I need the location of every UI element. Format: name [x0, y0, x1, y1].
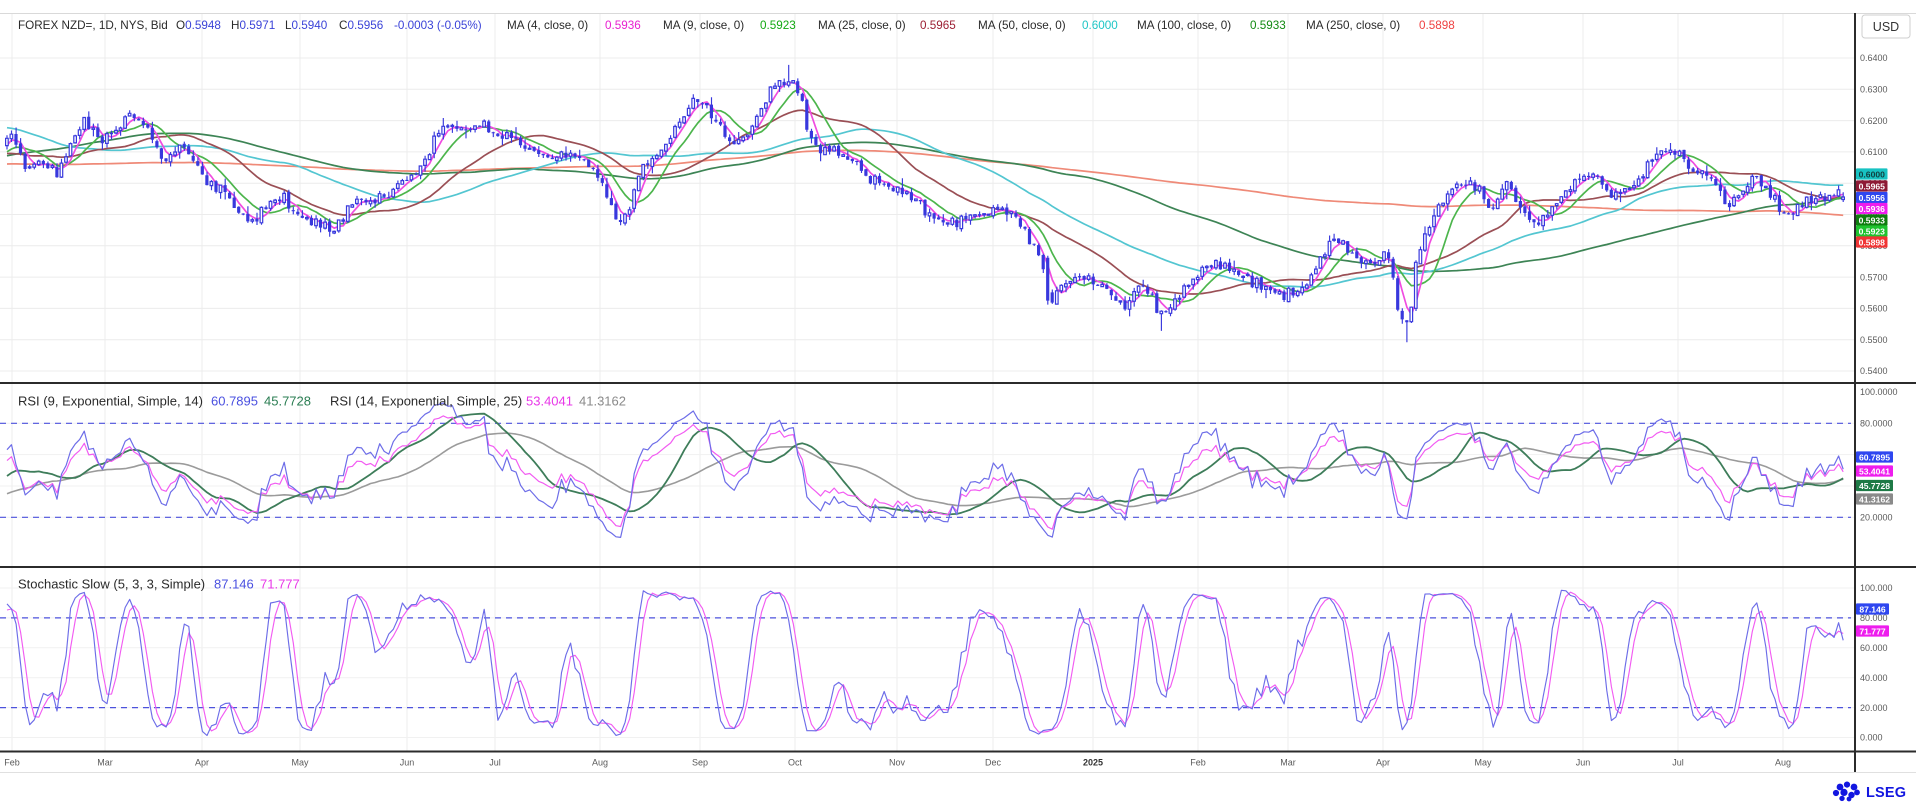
- svg-text:0.5500: 0.5500: [1860, 335, 1888, 345]
- svg-text:80.0000: 80.0000: [1860, 419, 1893, 429]
- svg-text:71.777: 71.777: [1859, 626, 1886, 636]
- svg-text:100.000: 100.000: [1860, 583, 1893, 593]
- svg-text:Feb: Feb: [1190, 758, 1206, 768]
- svg-text:87.146: 87.146: [1859, 604, 1886, 614]
- svg-text:0.5923: 0.5923: [1859, 226, 1886, 236]
- svg-text:L0.5940: L0.5940: [285, 19, 328, 32]
- svg-text:0.6300: 0.6300: [1860, 85, 1888, 95]
- svg-text:71.777: 71.777: [260, 577, 300, 592]
- svg-text:0.5965: 0.5965: [1859, 181, 1886, 191]
- svg-text:C0.5956: C0.5956: [339, 19, 383, 32]
- svg-text:RSI (14, Exponential, Simple,: RSI (14, Exponential, Simple, 25): [330, 394, 522, 409]
- svg-text:0.6400: 0.6400: [1860, 53, 1888, 63]
- svg-text:Mar: Mar: [1280, 758, 1296, 768]
- svg-text:0.6000: 0.6000: [1082, 19, 1118, 32]
- svg-text:May: May: [291, 758, 309, 768]
- svg-text:0.5933: 0.5933: [1250, 19, 1286, 32]
- svg-text:87.146: 87.146: [214, 577, 254, 592]
- svg-text:80.000: 80.000: [1860, 613, 1888, 623]
- svg-text:0.5700: 0.5700: [1860, 272, 1888, 282]
- svg-text:0.5965: 0.5965: [920, 19, 956, 32]
- svg-text:Oct: Oct: [788, 758, 803, 768]
- svg-text:0.5933: 0.5933: [1859, 215, 1886, 225]
- svg-text:RSI (9, Exponential, Simple, 1: RSI (9, Exponential, Simple, 14): [18, 394, 203, 409]
- svg-text:40.000: 40.000: [1860, 673, 1888, 683]
- svg-text:Mar: Mar: [97, 758, 113, 768]
- svg-text:0.5956: 0.5956: [1859, 193, 1886, 203]
- svg-text:41.3162: 41.3162: [1859, 494, 1890, 504]
- svg-text:Feb: Feb: [4, 758, 20, 768]
- svg-text:53.4041: 53.4041: [1859, 466, 1890, 476]
- svg-text:2025: 2025: [1083, 758, 1103, 768]
- svg-text:0.000: 0.000: [1860, 733, 1883, 743]
- svg-text:20.000: 20.000: [1860, 703, 1888, 713]
- svg-text:O0.5948: O0.5948: [176, 19, 221, 32]
- svg-text:45.7728: 45.7728: [264, 394, 311, 409]
- svg-text:LSEG: LSEG: [1866, 785, 1906, 801]
- svg-text:May: May: [1474, 758, 1492, 768]
- svg-text:Jun: Jun: [1576, 758, 1591, 768]
- svg-text:Jul: Jul: [489, 758, 501, 768]
- svg-text:-0.0003 (-0.05%): -0.0003 (-0.05%): [394, 19, 482, 32]
- svg-text:Dec: Dec: [985, 758, 1002, 768]
- svg-text:MA (250, close, 0): MA (250, close, 0): [1306, 19, 1400, 32]
- svg-text:41.3162: 41.3162: [579, 394, 626, 409]
- svg-text:MA (100, close, 0): MA (100, close, 0): [1137, 19, 1231, 32]
- svg-text:0.5936: 0.5936: [1859, 204, 1886, 214]
- svg-text:0.5600: 0.5600: [1860, 304, 1888, 314]
- svg-text:MA (4, close, 0): MA (4, close, 0): [507, 19, 588, 32]
- svg-text:0.5400: 0.5400: [1860, 366, 1888, 376]
- svg-text:Apr: Apr: [1376, 758, 1390, 768]
- svg-text:Jun: Jun: [400, 758, 415, 768]
- svg-text:60.7895: 60.7895: [1859, 452, 1890, 462]
- svg-text:0.5898: 0.5898: [1859, 237, 1886, 247]
- svg-text:45.7728: 45.7728: [1859, 481, 1890, 491]
- svg-text:MA (50, close, 0): MA (50, close, 0): [978, 19, 1066, 32]
- svg-text:Aug: Aug: [1775, 758, 1791, 768]
- svg-text:Stochastic Slow (5, 3, 3, Simp: Stochastic Slow (5, 3, 3, Simple): [18, 577, 205, 592]
- svg-text:MA (25, close, 0): MA (25, close, 0): [818, 19, 906, 32]
- svg-text:0.6200: 0.6200: [1860, 116, 1888, 126]
- svg-text:USD: USD: [1873, 20, 1899, 34]
- svg-text:0.5923: 0.5923: [760, 19, 796, 32]
- svg-text:0.5898: 0.5898: [1419, 19, 1455, 32]
- svg-text:0.6100: 0.6100: [1860, 147, 1888, 157]
- svg-text:Aug: Aug: [592, 758, 608, 768]
- svg-text:FOREX NZD=, 1D, NYS, Bid: FOREX NZD=, 1D, NYS, Bid: [18, 19, 168, 32]
- svg-text:MA (9, close, 0): MA (9, close, 0): [663, 19, 744, 32]
- svg-text:60.7895: 60.7895: [211, 394, 258, 409]
- svg-text:60.000: 60.000: [1860, 643, 1888, 653]
- svg-text:Nov: Nov: [889, 758, 906, 768]
- svg-text:53.4041: 53.4041: [526, 394, 573, 409]
- svg-text:Jul: Jul: [1672, 758, 1684, 768]
- svg-text:Apr: Apr: [195, 758, 209, 768]
- svg-text:100.0000: 100.0000: [1860, 387, 1898, 397]
- svg-text:H0.5971: H0.5971: [231, 19, 275, 32]
- svg-text:20.0000: 20.0000: [1860, 513, 1893, 523]
- svg-text:0.6000: 0.6000: [1859, 169, 1886, 179]
- svg-text:Sep: Sep: [692, 758, 708, 768]
- svg-text:0.5936: 0.5936: [605, 19, 641, 32]
